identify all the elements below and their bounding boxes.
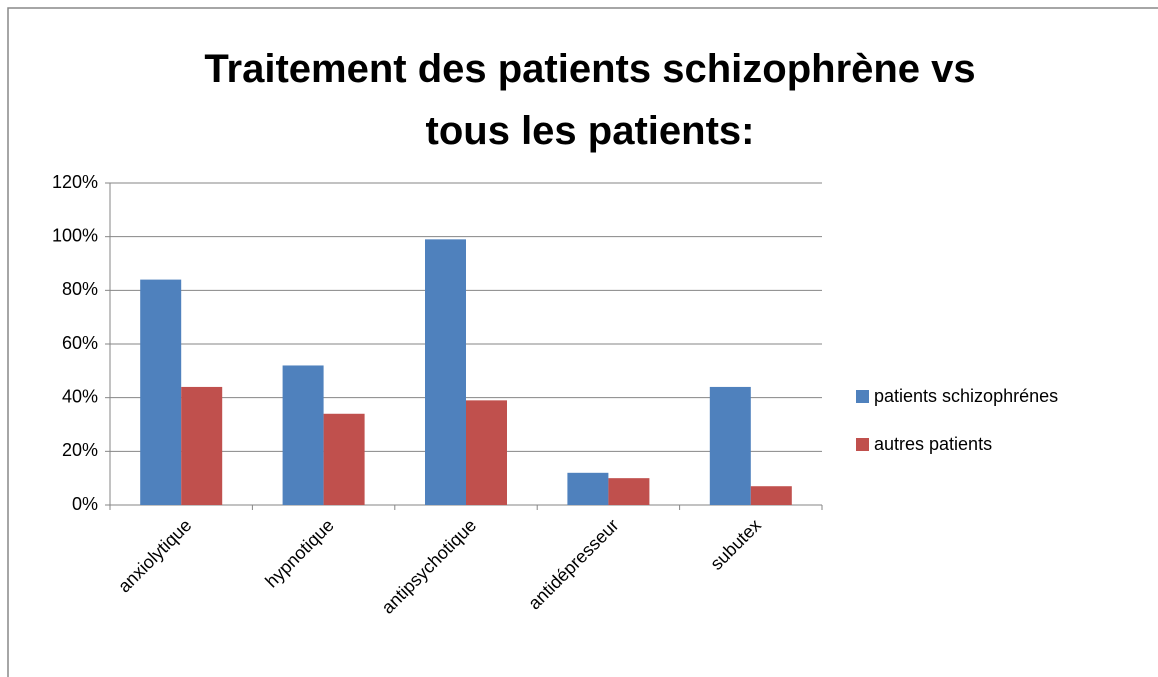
chart-border xyxy=(7,7,1158,677)
y-tick-label: 20% xyxy=(62,440,98,460)
x-tick-label: antidépresseur xyxy=(524,515,622,613)
y-tick-label: 0% xyxy=(72,494,98,514)
legend-label: autres patients xyxy=(874,434,992,454)
chart-title: Traitement des patients schizophrène vs … xyxy=(204,47,976,153)
bar xyxy=(181,386,223,505)
bar xyxy=(282,365,324,505)
legend-swatch xyxy=(856,438,869,451)
bar xyxy=(567,472,609,505)
x-tick-label: antipsychotique xyxy=(378,515,481,618)
bar xyxy=(709,386,751,505)
bar xyxy=(323,413,365,505)
bar xyxy=(425,239,466,505)
bar xyxy=(608,478,650,505)
y-tick-label: 100% xyxy=(52,225,98,245)
x-tick-label: anxiolytique xyxy=(114,515,195,596)
x-tick-label: subutex xyxy=(706,515,765,574)
bar xyxy=(466,400,507,505)
y-tick-label: 80% xyxy=(62,279,98,299)
x-tick-label: hypnotique xyxy=(261,515,337,591)
bar xyxy=(750,486,792,505)
bar xyxy=(140,279,182,505)
y-tick-label: 40% xyxy=(62,386,98,406)
legend-swatch xyxy=(856,390,869,403)
y-tick-label: 120% xyxy=(52,172,98,192)
y-tick-label: 60% xyxy=(62,333,98,353)
legend-label: patients schizophrénes xyxy=(874,386,1058,406)
